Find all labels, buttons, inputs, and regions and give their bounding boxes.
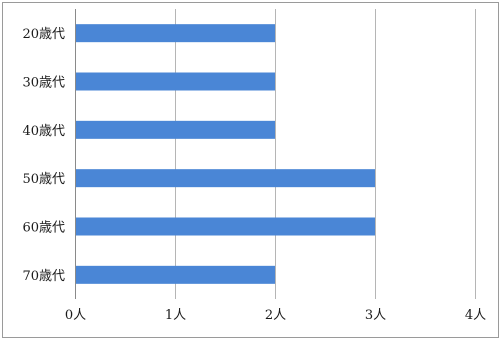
x-tick-labels: 0人 1人 2人 3人 4人 — [65, 308, 486, 323]
x-tick-label: 3人 — [365, 308, 386, 323]
category-label: 20歳代 — [22, 27, 65, 42]
bar-chart: 20歳代 30歳代 40歳代 50歳代 60歳代 70歳代 0人 1人 2人 3人 4人 — [22, 9, 486, 323]
category-label: 70歳代 — [22, 269, 65, 284]
grid-lines — [75, 9, 476, 299]
category-label: 30歳代 — [22, 76, 65, 91]
x-tick-label: 0人 — [65, 308, 86, 323]
category-labels: 20歳代 30歳代 40歳代 50歳代 60歳代 70歳代 — [22, 27, 65, 284]
category-label: 50歳代 — [22, 172, 65, 187]
bar — [76, 217, 375, 236]
category-label: 60歳代 — [22, 221, 65, 236]
bar — [76, 265, 275, 284]
bar — [76, 169, 375, 188]
x-tick-label: 1人 — [165, 308, 186, 323]
category-label: 40歳代 — [22, 124, 65, 139]
bars — [76, 24, 375, 284]
bar — [76, 72, 275, 91]
x-tick-label: 2人 — [265, 308, 286, 323]
x-tick-label: 4人 — [465, 308, 486, 323]
bar — [76, 24, 275, 43]
chart-frame: 20歳代 30歳代 40歳代 50歳代 60歳代 70歳代 0人 1人 2人 3人 4人 — [2, 2, 499, 338]
bar — [76, 120, 275, 139]
